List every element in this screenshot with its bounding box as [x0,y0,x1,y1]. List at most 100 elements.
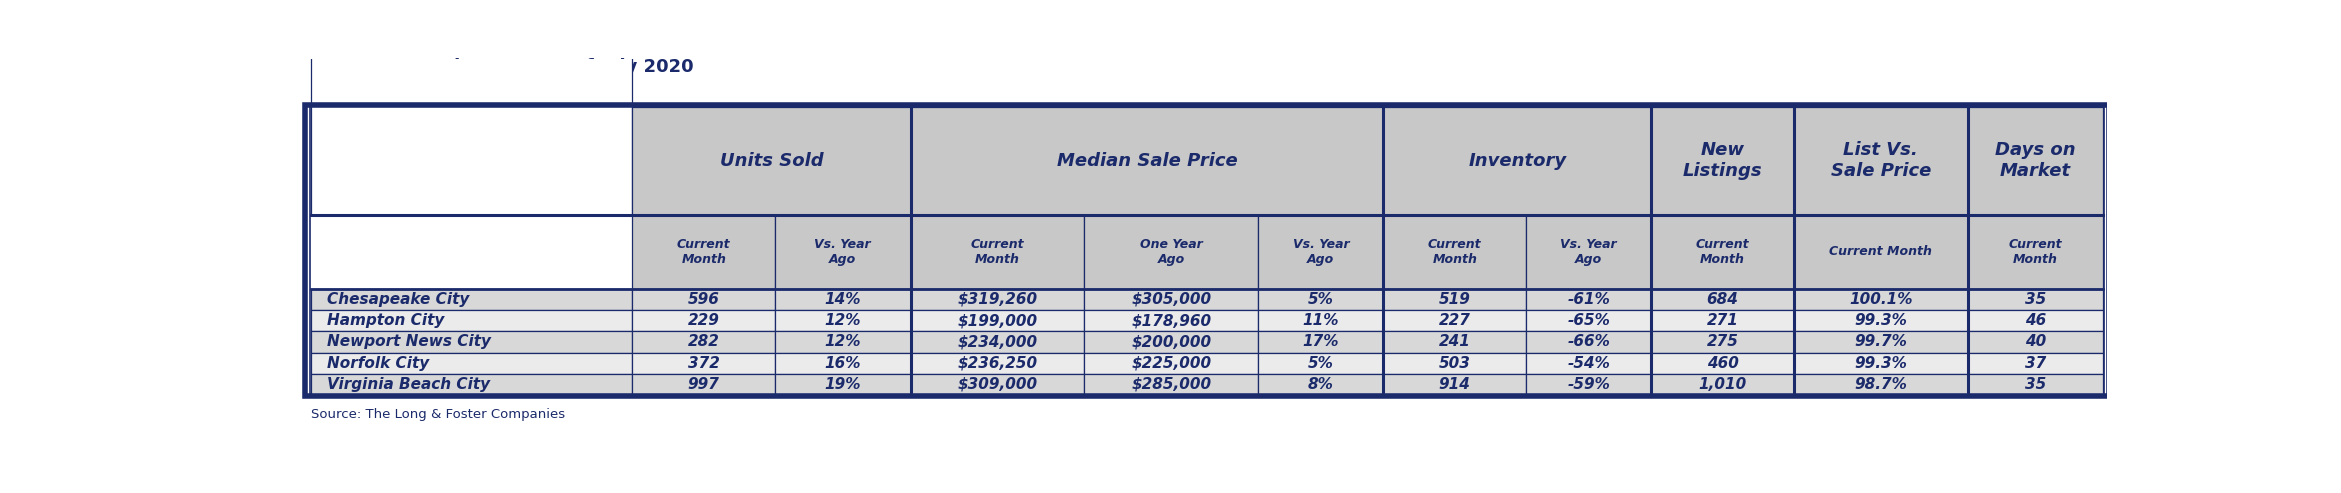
Text: -65%: -65% [1566,313,1611,328]
Bar [1969,374,2102,395]
Bar [311,331,632,352]
Text: 519: 519 [1440,292,1470,307]
Bar [1384,352,1526,374]
Bar [1793,215,1969,289]
Bar [1259,215,1384,289]
Bar [911,374,1084,395]
Text: Virginia Beach City: Virginia Beach City [328,377,489,392]
Text: $285,000: $285,000 [1131,377,1210,392]
Bar [1650,310,1793,331]
Text: $305,000: $305,000 [1131,292,1210,307]
Bar [775,215,911,289]
Text: $225,000: $225,000 [1131,356,1210,371]
Text: 99.7%: 99.7% [1854,334,1908,350]
Bar [1526,331,1650,352]
Bar [1793,310,1969,331]
Text: 460: 460 [1707,356,1739,371]
Text: 229: 229 [688,313,719,328]
Text: 17%: 17% [1302,334,1339,350]
Text: Current
Month: Current Month [1695,238,1749,266]
Bar [1526,289,1650,310]
Bar [311,310,632,331]
Text: Inventory: Inventory [1468,152,1566,170]
Text: $178,960: $178,960 [1131,313,1210,328]
Text: 5%: 5% [1309,356,1334,371]
Text: 282: 282 [688,334,719,350]
Bar [1650,215,1793,289]
Text: -54%: -54% [1566,356,1611,371]
Text: 1,010: 1,010 [1697,377,1746,392]
Text: Hampton Roads - Data as of July 2020: Hampton Roads - Data as of July 2020 [311,58,693,76]
Text: 596: 596 [688,292,719,307]
Bar [632,106,911,215]
Bar [1084,374,1259,395]
Bar [1969,331,2102,352]
Text: Current
Month: Current Month [972,238,1025,266]
Bar [1969,215,2102,289]
Text: 40: 40 [2025,334,2046,350]
Bar [632,374,775,395]
Text: 5%: 5% [1309,292,1334,307]
Text: $200,000: $200,000 [1131,334,1210,350]
Bar [1384,310,1526,331]
Bar [1793,106,1969,215]
Text: $236,250: $236,250 [957,356,1037,371]
Bar [311,33,632,215]
Text: 12%: 12% [824,334,861,350]
Bar [775,331,911,352]
Bar [1526,374,1650,395]
Text: 227: 227 [1440,313,1470,328]
Bar [1969,289,2102,310]
Text: 98.7%: 98.7% [1854,377,1908,392]
Bar [911,289,1084,310]
Text: 372: 372 [688,356,719,371]
Bar [775,352,911,374]
Text: Current
Month: Current Month [1428,238,1482,266]
Bar [1384,331,1526,352]
Text: One Year
Ago: One Year Ago [1140,238,1203,266]
Text: Vs. Year
Ago: Vs. Year Ago [1292,238,1348,266]
Text: 503: 503 [1440,356,1470,371]
Bar [1650,289,1793,310]
Text: 35: 35 [2025,377,2046,392]
Bar [1384,106,1650,215]
Bar [632,331,775,352]
Text: Units Sold: Units Sold [719,152,824,170]
Text: Days on
Market: Days on Market [1995,141,2076,180]
Text: 19%: 19% [824,377,861,392]
Bar [1259,331,1384,352]
Text: 99.3%: 99.3% [1854,356,1908,371]
Bar [1526,352,1650,374]
Bar [1650,106,1793,215]
Text: New
Listings: New Listings [1683,141,1763,180]
Text: 275: 275 [1707,334,1739,350]
Text: Source: The Long & Foster Companies: Source: The Long & Foster Companies [311,408,564,421]
Bar [775,310,911,331]
Bar [1793,374,1969,395]
Bar [1084,289,1259,310]
Bar [632,289,775,310]
Text: Current Month: Current Month [1828,246,1931,258]
Bar [1650,374,1793,395]
Text: Norfolk City: Norfolk City [328,356,428,371]
Text: Median Sale Price: Median Sale Price [1056,152,1238,170]
Bar [1384,215,1526,289]
Bar [1650,352,1793,374]
Bar [1793,289,1969,310]
Bar [1384,289,1526,310]
Text: 99.3%: 99.3% [1854,313,1908,328]
Bar [1969,352,2102,374]
Bar [1259,310,1384,331]
Text: $319,260: $319,260 [957,292,1037,307]
Bar [311,374,632,395]
Bar [911,331,1084,352]
Bar [1793,331,1969,352]
Text: Current
Month: Current Month [2009,238,2062,266]
Bar [311,289,632,310]
Bar [1084,215,1259,289]
Bar [1969,106,2102,215]
Text: 16%: 16% [824,356,861,371]
Bar [1650,331,1793,352]
Bar [1384,374,1526,395]
Text: 8%: 8% [1309,377,1334,392]
